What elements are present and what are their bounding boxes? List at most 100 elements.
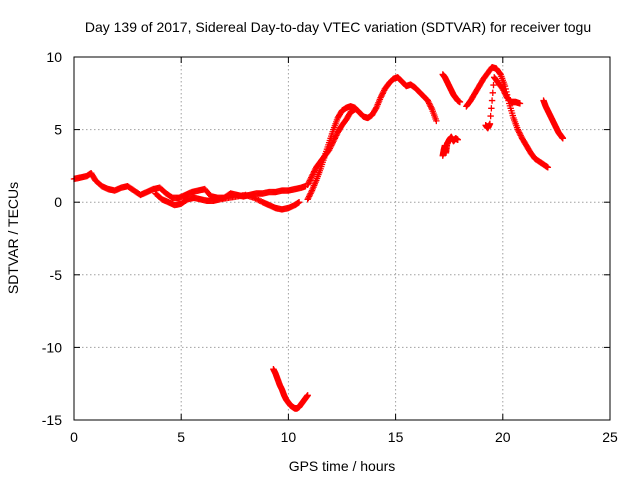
data-point <box>304 392 311 399</box>
series-upper-17 <box>439 71 464 106</box>
data-point <box>502 91 509 98</box>
data-point <box>488 105 495 112</box>
data-point <box>311 167 319 174</box>
data-point <box>328 140 336 148</box>
data-point <box>377 94 384 101</box>
data-points <box>70 63 567 412</box>
data-point <box>327 143 334 151</box>
data-point <box>307 175 314 183</box>
data-point <box>295 199 303 206</box>
data-point <box>425 98 432 106</box>
data-point <box>424 97 431 104</box>
data-point <box>372 105 379 113</box>
data-point <box>380 88 387 96</box>
data-point <box>426 101 434 109</box>
x-tick-label: 0 <box>70 429 78 445</box>
data-point <box>333 132 340 139</box>
series-main <box>70 169 309 202</box>
series-around-19b <box>482 74 524 132</box>
y-tick-label: 0 <box>54 194 62 210</box>
data-point <box>379 90 386 97</box>
data-point <box>304 181 311 188</box>
data-point <box>490 81 497 89</box>
data-point <box>331 135 339 142</box>
data-point <box>501 88 508 96</box>
data-point <box>514 126 522 133</box>
x-tick-label: 25 <box>602 429 618 445</box>
data-point <box>307 190 314 197</box>
data-point <box>433 117 440 125</box>
data-point <box>515 127 522 135</box>
data-point <box>516 100 524 107</box>
data-point <box>559 135 567 142</box>
data-point <box>456 98 464 106</box>
series-negative-arc <box>270 365 311 412</box>
data-point <box>454 136 461 143</box>
series-lower-dip <box>152 190 303 213</box>
data-point <box>378 93 385 100</box>
data-point <box>310 168 318 175</box>
data-point <box>486 120 494 127</box>
data-point <box>305 180 312 187</box>
y-tick-label: 5 <box>54 122 62 138</box>
series-end <box>540 97 567 142</box>
data-point <box>500 87 507 94</box>
data-point <box>427 103 434 110</box>
data-point <box>308 172 316 180</box>
data-point <box>330 136 338 143</box>
data-point <box>425 100 433 107</box>
data-point <box>252 195 259 202</box>
data-point <box>253 196 261 203</box>
data-point <box>496 70 504 77</box>
y-tick-labels: -15 -10 -5 0 5 10 <box>42 49 62 428</box>
series-rise-2 <box>304 106 359 188</box>
data-point <box>332 133 339 141</box>
data-point <box>309 171 316 178</box>
data-point <box>310 169 317 177</box>
x-tick-label: 15 <box>388 429 404 445</box>
data-point <box>517 132 524 139</box>
data-point <box>499 85 506 93</box>
data-point <box>516 130 524 138</box>
data-point <box>250 194 258 202</box>
data-point <box>305 178 313 186</box>
series-rise <box>304 74 440 203</box>
data-point <box>516 129 523 136</box>
y-tick-label: -15 <box>42 412 62 428</box>
x-tick-label: 10 <box>281 429 297 445</box>
x-tick-label: 20 <box>495 429 511 445</box>
data-point <box>305 194 312 202</box>
series-drop-17 <box>439 133 461 159</box>
data-point <box>487 112 494 120</box>
data-point <box>306 177 314 184</box>
chart-title: Day 139 of 2017, Sidereal Day-to-day VTE… <box>85 19 591 35</box>
plot-frame <box>73 56 611 421</box>
y-tick-label: 10 <box>46 49 62 65</box>
data-point <box>330 138 337 145</box>
data-point <box>255 196 262 204</box>
data-point <box>308 174 315 181</box>
data-point <box>378 91 386 98</box>
data-point <box>305 193 313 200</box>
data-point <box>489 89 496 97</box>
data-point <box>544 164 552 171</box>
y-tick-label: -5 <box>50 267 63 283</box>
y-axis-label: SDTVAR / TECUs <box>5 182 21 294</box>
data-point <box>329 139 336 146</box>
data-point <box>325 146 333 154</box>
data-point <box>306 191 314 199</box>
data-point <box>428 104 435 112</box>
x-axis-label: GPS time / hours <box>289 458 396 474</box>
x-tick-label: 5 <box>177 429 185 445</box>
data-point <box>328 142 335 149</box>
data-point <box>304 196 311 203</box>
data-point <box>256 197 264 204</box>
data-point <box>326 145 334 152</box>
data-point <box>308 188 315 196</box>
data-point <box>501 90 509 97</box>
x-tick-labels: 0 5 10 15 20 25 <box>70 429 618 445</box>
y-tick-label: -10 <box>42 339 62 355</box>
data-point <box>488 97 496 104</box>
